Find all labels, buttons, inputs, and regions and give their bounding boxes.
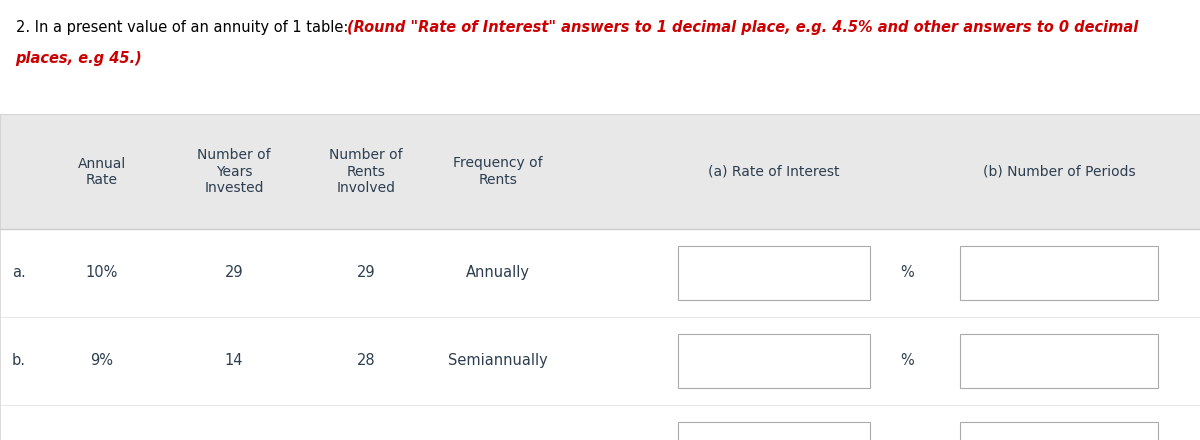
Text: Number of
Rents
Involved: Number of Rents Involved: [329, 148, 403, 195]
Text: 29: 29: [356, 265, 376, 280]
Text: (Round "Rate of Interest" answers to 1 decimal place, e.g. 4.5% and other answer: (Round "Rate of Interest" answers to 1 d…: [347, 20, 1138, 35]
Bar: [0, 229, 1200, 440]
Bar: [678, 334, 870, 388]
Text: Semiannually: Semiannually: [448, 353, 548, 368]
Text: %: %: [900, 265, 913, 280]
Text: 28: 28: [356, 353, 376, 368]
Text: a.: a.: [12, 265, 25, 280]
Text: Number of
Years
Invested: Number of Years Invested: [197, 148, 271, 195]
Text: (b) Number of Periods: (b) Number of Periods: [983, 165, 1135, 179]
Text: Frequency of
Rents: Frequency of Rents: [454, 157, 542, 187]
Text: 10%: 10%: [86, 265, 118, 280]
Text: b.: b.: [12, 353, 26, 368]
Text: 14: 14: [224, 353, 244, 368]
Text: 9%: 9%: [90, 353, 114, 368]
Bar: [0, 114, 1200, 440]
Bar: [960, 422, 1158, 440]
Bar: [960, 246, 1158, 300]
Bar: [960, 334, 1158, 388]
Text: 2. In a present value of an annuity of 1 table:: 2. In a present value of an annuity of 1…: [16, 20, 353, 35]
Bar: [0, 114, 1200, 229]
Text: places, e.g 45.): places, e.g 45.): [16, 51, 143, 66]
Text: Annual
Rate: Annual Rate: [78, 157, 126, 187]
Text: %: %: [900, 353, 913, 368]
Text: 29: 29: [224, 265, 244, 280]
Bar: [678, 246, 870, 300]
Text: (a) Rate of Interest: (a) Rate of Interest: [708, 165, 840, 179]
Text: Annually: Annually: [466, 265, 530, 280]
Bar: [678, 422, 870, 440]
